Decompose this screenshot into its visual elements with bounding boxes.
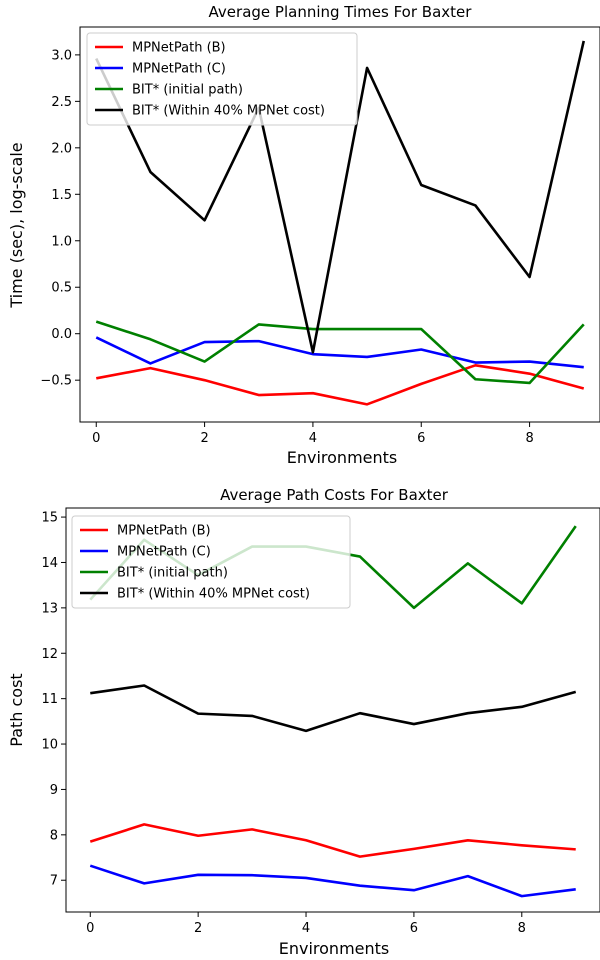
x-tick-label: 4 bbox=[309, 431, 317, 446]
x-tick-label: 6 bbox=[410, 921, 418, 936]
y-tick-label: 7 bbox=[50, 874, 58, 889]
y-tick-label: 11 bbox=[41, 692, 58, 707]
x-tick-label: 8 bbox=[525, 431, 533, 446]
x-tick-label: 0 bbox=[92, 431, 100, 446]
legend-label: MPNetPath (B) bbox=[132, 41, 226, 56]
legend-label: MPNetPath (B) bbox=[117, 524, 211, 539]
y-tick-label: 1.5 bbox=[51, 188, 72, 203]
series-line-1 bbox=[89, 864, 576, 898]
x-tick-label: 4 bbox=[302, 921, 310, 936]
chart-title: Average Path Costs For Baxter bbox=[220, 486, 449, 504]
x-axis-label: Environments bbox=[287, 448, 398, 467]
y-tick-label: 2.5 bbox=[51, 95, 72, 110]
chart-title: Average Planning Times For Baxter bbox=[209, 3, 473, 21]
series-line-3 bbox=[95, 40, 586, 354]
plot-frame bbox=[79, 26, 600, 423]
y-tick-label: 3.0 bbox=[51, 48, 72, 63]
x-axis-label: Environments bbox=[279, 939, 390, 958]
y-axis-label: Path cost bbox=[7, 673, 26, 746]
path-costs-chart: Average Path Costs For Baxter 0 2 4 6 8 7 8 9 10… bbox=[7, 486, 600, 958]
legend-frame bbox=[71, 515, 351, 609]
y-tick-label: 13 bbox=[41, 601, 58, 616]
series-line-1 bbox=[95, 336, 584, 369]
series-line-0 bbox=[96, 364, 585, 406]
y-tick-label: 1.0 bbox=[51, 234, 72, 249]
y-tick-label: 15 bbox=[41, 511, 58, 526]
y-tick-label: 8 bbox=[50, 828, 58, 843]
y-axis-label: Time (sec), log-scale bbox=[7, 142, 26, 308]
legend-label: MPNetPath (C) bbox=[117, 545, 211, 560]
y-tick-label: 2.0 bbox=[51, 141, 72, 156]
plot-frame bbox=[65, 507, 600, 913]
planning-times-chart: Average Planning Times For Baxter 0 2 4 6 8 −… bbox=[7, 3, 600, 467]
legend-label: BIT* (Within 40% MPNet cost) bbox=[132, 104, 325, 119]
legend: MPNetPath (B) MPNetPath (C) BIT* (initial … bbox=[71, 515, 351, 609]
y-tick-label: 0.5 bbox=[51, 281, 72, 296]
legend-label: MPNetPath (C) bbox=[132, 62, 226, 77]
x-tick-label: 2 bbox=[200, 431, 208, 446]
y-tick-label: 0.0 bbox=[51, 327, 72, 342]
legend-label: BIT* (Within 40% MPNet cost) bbox=[117, 587, 310, 602]
y-tick-label: 9 bbox=[50, 783, 58, 798]
x-tick-label: 6 bbox=[417, 431, 425, 446]
series-line-0 bbox=[89, 823, 576, 858]
legend-label: BIT* (initial path) bbox=[117, 566, 228, 581]
legend-frame bbox=[86, 32, 358, 126]
legend-label: BIT* (initial path) bbox=[132, 83, 243, 98]
series-line-2 bbox=[95, 320, 585, 385]
legend: MPNetPath (B) MPNetPath (C) BIT* (initial … bbox=[86, 32, 358, 126]
y-tick-label: 12 bbox=[41, 647, 58, 662]
series-line-3 bbox=[90, 684, 577, 733]
x-tick-label: 2 bbox=[194, 921, 202, 936]
y-tick-label: 14 bbox=[41, 556, 58, 571]
x-tick-label: 0 bbox=[86, 921, 94, 936]
y-tick-label: 10 bbox=[41, 738, 58, 753]
y-tick-label: −0.5 bbox=[40, 374, 72, 389]
x-tick-label: 8 bbox=[518, 921, 526, 936]
